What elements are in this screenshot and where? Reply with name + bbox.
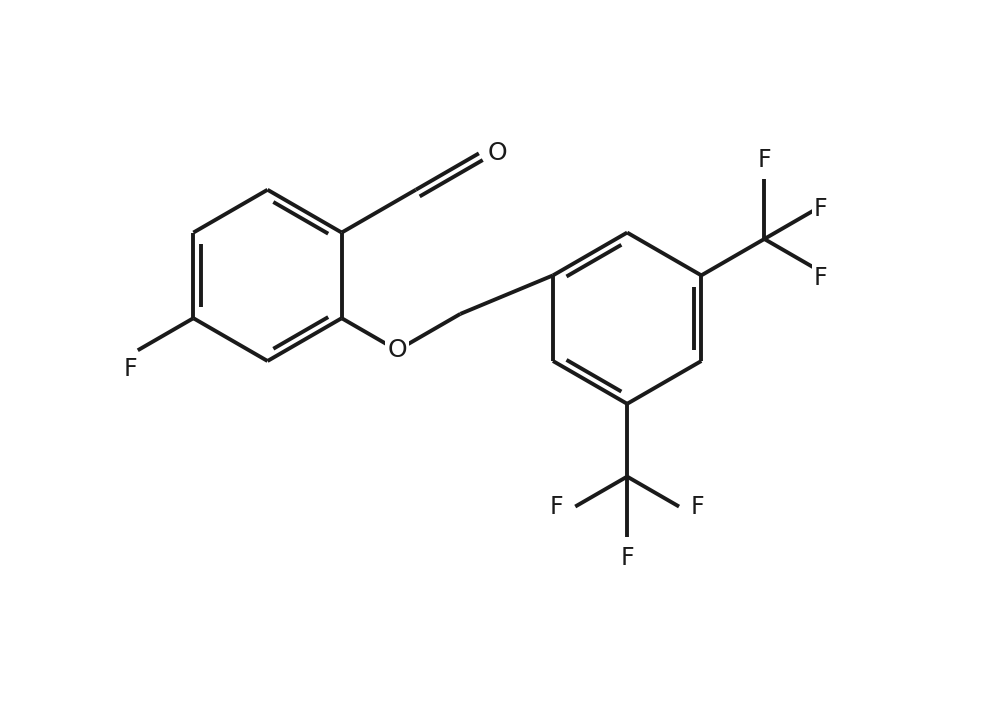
Text: F: F [691, 495, 705, 518]
Text: O: O [387, 339, 407, 362]
Text: F: F [124, 357, 138, 381]
Text: F: F [814, 197, 827, 221]
Text: F: F [549, 495, 563, 518]
Text: F: F [758, 148, 772, 173]
Text: O: O [488, 142, 507, 165]
Text: F: F [814, 266, 827, 290]
Text: F: F [621, 546, 634, 570]
